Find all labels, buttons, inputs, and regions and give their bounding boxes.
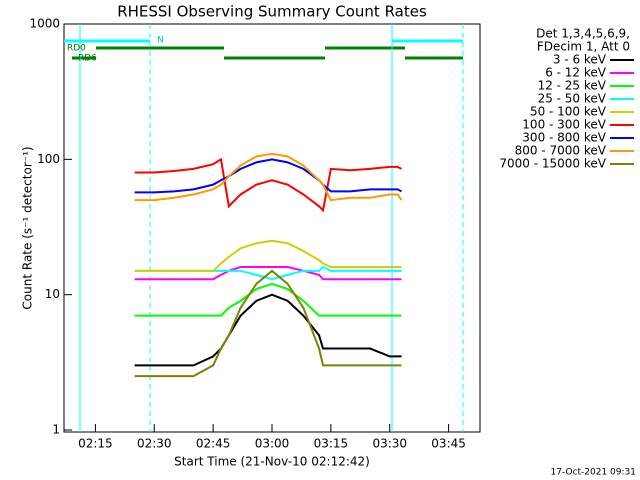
y-tick-label: 10 [45,287,60,301]
series-line [134,158,402,194]
x-tick-label: 02:30 [137,437,172,451]
legend-title: FDecim 1, Att 0 [537,40,630,54]
legend-label: 12 - 25 keV [538,79,607,93]
legend-label: 25 - 50 keV [538,92,607,106]
series-line [134,152,403,202]
x-tick-label: 03:30 [372,437,407,451]
plot-frame [63,23,481,433]
footer: 17-Oct-2021 09:31 [551,468,636,478]
annotation: N [157,36,164,46]
x-tick-label: 03:45 [431,437,466,451]
y-tick-label: 1000 [29,17,60,31]
series-line [134,266,402,281]
x-tick-label: 02:45 [196,437,231,451]
y-tick-label: 1 [52,423,60,437]
series-line [134,269,402,378]
x-tick-label: 03:15 [314,437,349,451]
series-line [134,157,402,213]
x-axis-label: Start Time (21-Nov-10 02:12:42) [174,455,370,469]
chart-title: RHESSI Observing Summary Count Rates [117,3,427,21]
state-bars [64,24,464,432]
legend-label: 100 - 300 keV [522,118,606,132]
series-line [134,293,402,367]
annotation: RD0 [67,44,86,54]
legend-label: 3 - 6 keV [553,53,607,67]
annotation: RD6 [78,54,97,64]
legend-label: 7000 - 15000 keV [499,157,606,171]
y-axis-label: Count Rate (s⁻¹ detector⁻¹) [21,146,35,309]
legend-label: 50 - 100 keV [530,105,607,119]
series-line [134,282,402,317]
x-tick-label: 03:00 [255,437,290,451]
legend-label: 6 - 12 keV [545,66,607,80]
series-line [134,239,402,272]
legend-title: Det 1,3,4,5,6,9, [536,27,630,41]
legend-label: 800 - 7000 keV [515,144,607,158]
y-tick-label: 100 [37,152,60,166]
x-tick-label: 02:15 [78,437,113,451]
legend-label: 300 - 800 keV [522,131,606,145]
